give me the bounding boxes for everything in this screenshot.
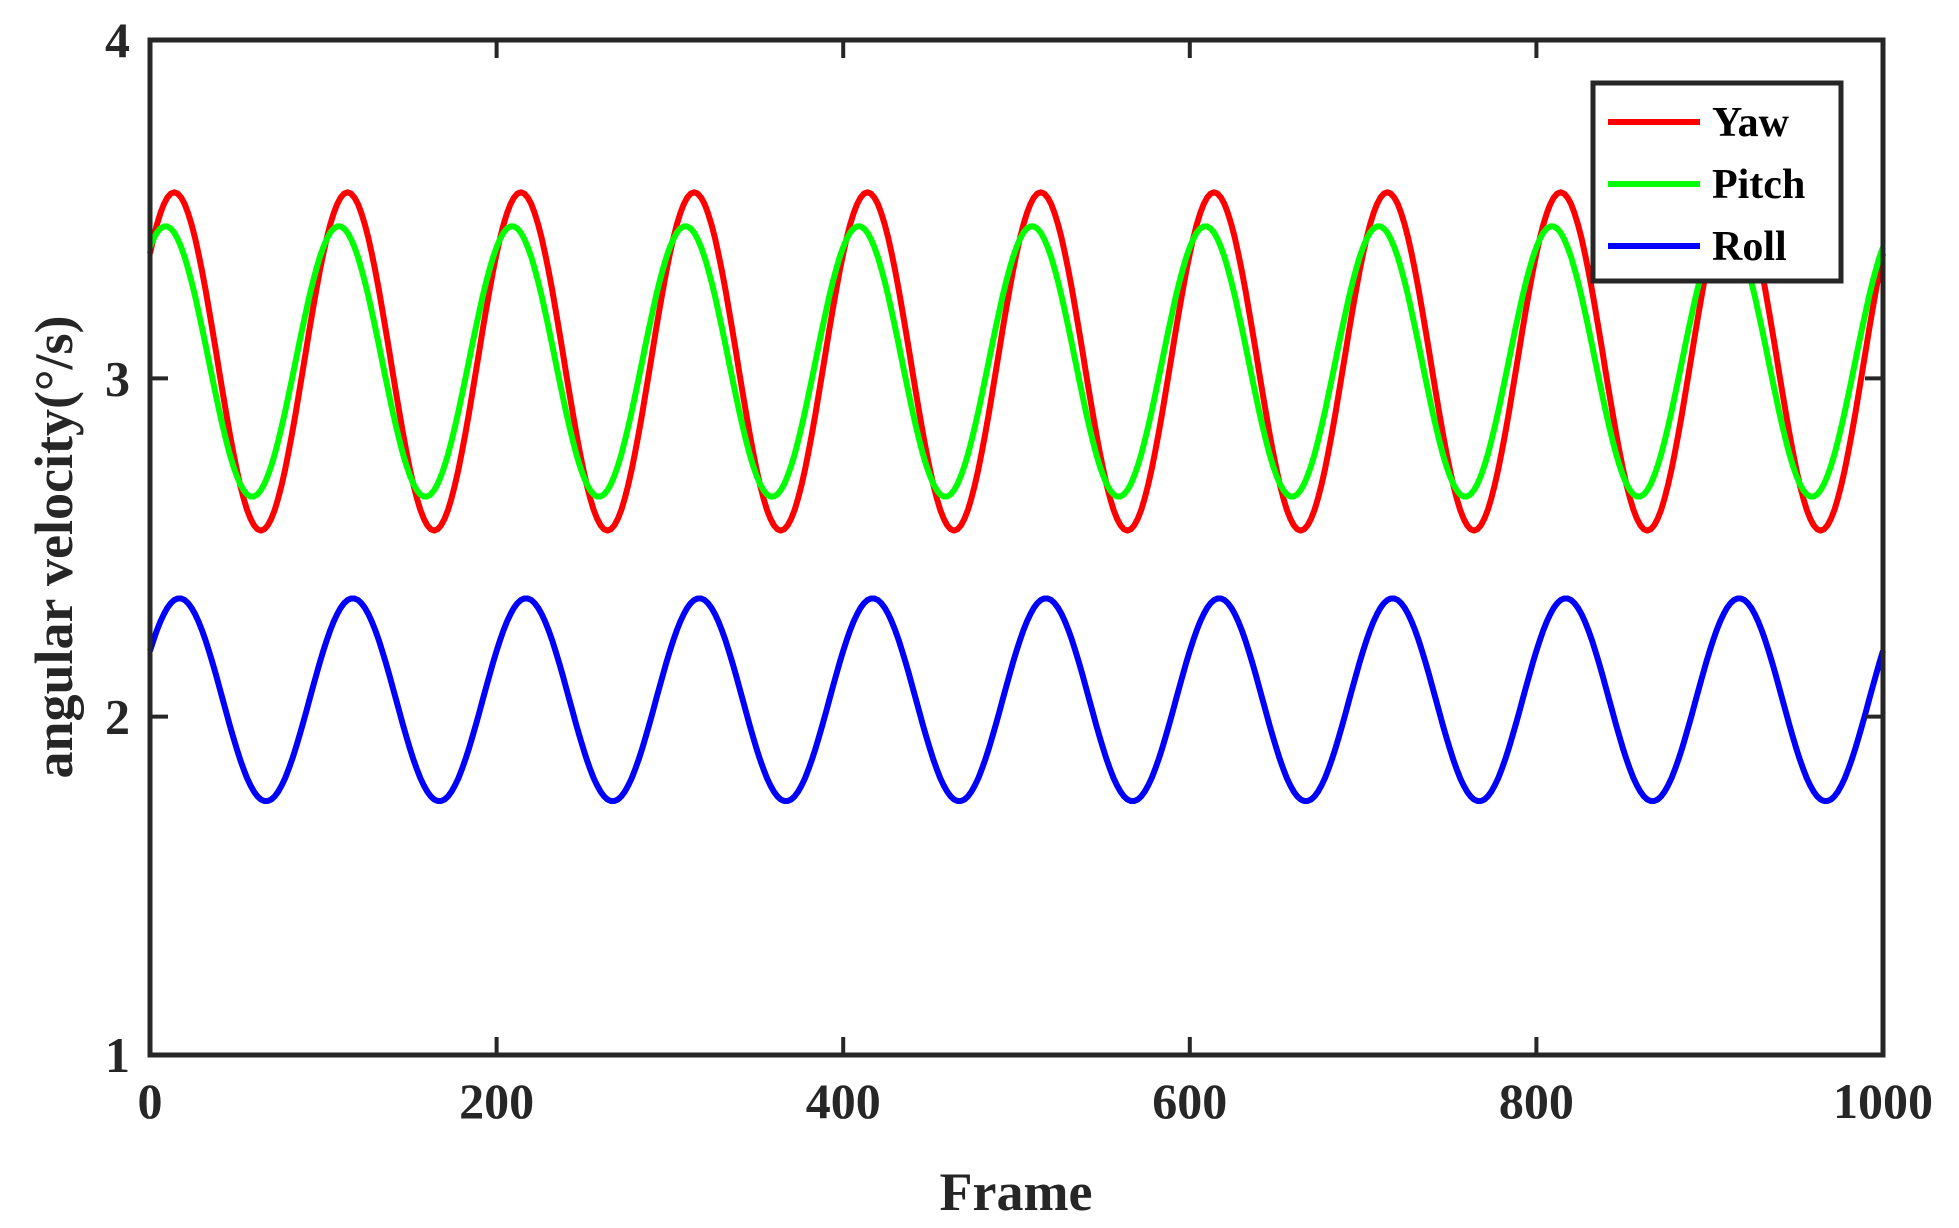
x-tick-label: 800 — [1499, 1073, 1574, 1129]
y-tick-label: 3 — [105, 350, 130, 406]
legend-label-roll: Roll — [1712, 224, 1787, 270]
y-tick-label: 2 — [105, 689, 130, 745]
x-tick-label: 400 — [806, 1073, 881, 1129]
x-tick-labels: 0 200 400 600 800 1000 — [138, 1073, 1934, 1129]
y-axis-title: angular velocity(°/s) — [24, 315, 84, 778]
y-tick-label: 4 — [105, 12, 130, 68]
legend: Yaw Pitch Roll — [1590, 80, 1844, 284]
legend-label-pitch: Pitch — [1712, 162, 1805, 208]
x-tick-label: 200 — [459, 1073, 534, 1129]
series-line-pitch — [147, 223, 1886, 500]
x-tick-label: 0 — [138, 1073, 163, 1129]
y-tick-label: 1 — [105, 1027, 130, 1083]
series-line-roll — [147, 595, 1886, 804]
legend-label-yaw: Yaw — [1712, 100, 1790, 146]
axes-frame — [147, 37, 1886, 1058]
axis-ticks — [148, 38, 1885, 1057]
x-axis-title: Frame — [940, 1162, 1093, 1222]
series-lines — [147, 189, 1886, 804]
x-tick-label: 1000 — [1833, 1073, 1933, 1129]
x-tick-label: 600 — [1152, 1073, 1227, 1129]
y-tick-labels: 1 2 3 4 — [105, 12, 130, 1083]
